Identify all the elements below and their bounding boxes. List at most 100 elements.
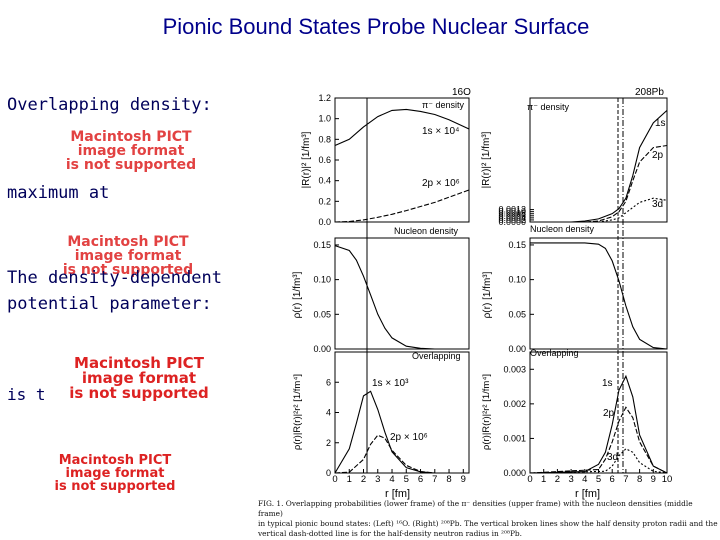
ylabel-left-top: |R(r)|² [1/fm³] [301, 131, 312, 188]
y-tick-label: 0.2 [318, 196, 331, 206]
y-tick-label: 0.15 [508, 240, 526, 250]
x-tick-label: 0 [527, 474, 532, 485]
caption-line-1: FIG. 1. Overlapping probabilities (lower… [258, 499, 693, 518]
x-tick-label: 10 [662, 474, 673, 485]
y-tick-label: 0.0006 [498, 211, 526, 221]
ylabel-right-middle: ρ(r) [1/fm³] [482, 271, 493, 318]
y-tick-label: 0.0012 [498, 205, 526, 215]
overlapping-density-label: Overlapping density: [7, 95, 212, 115]
left-overlapping-title: Overlapping [412, 351, 461, 361]
pict-placeholder-2: Macintosh PICT image format is not support… [62, 234, 194, 278]
x-tick-label: 4 [389, 474, 394, 485]
y-tick-label: 0.0008 [498, 209, 526, 219]
right-nucleus-label: 208Pb [635, 87, 664, 98]
x-axis-label-right: r [fm] [575, 488, 600, 500]
series-line [334, 434, 435, 474]
frame-right-top [529, 97, 668, 223]
ylabel-right-top: |R(r)|² [1/fm³] [481, 131, 492, 188]
x-tick-label: 8 [446, 474, 451, 485]
series-line [529, 448, 668, 474]
y-tick-label: 0.000 [503, 468, 526, 478]
right-nucleon-density-title: Nucleon density [530, 224, 595, 234]
y-tick-label: 0.10 [313, 275, 331, 285]
annot-right-top-2p: 2p [652, 150, 664, 161]
left-pi-density-title: π⁻ density [422, 100, 464, 110]
frame-left-bottom [334, 351, 470, 474]
y-tick-label: 4 [326, 408, 331, 418]
pict-placeholder-1: Macintosh PICT image format is not support… [65, 129, 197, 173]
param-line-1: The density-dependent [7, 268, 222, 288]
y-tick-label: 0.0 [318, 217, 331, 227]
annot-left-top-1s: 1s × 10⁴ [422, 126, 459, 137]
series-line [530, 197, 668, 223]
annot-left-bot-1s: 1s × 10³ [372, 378, 409, 389]
x-tick-label: 1 [347, 474, 352, 485]
y-tick-label: 1.2 [318, 93, 331, 103]
x-tick-label: 9 [651, 474, 656, 485]
x-tick-label: 3 [568, 474, 573, 485]
y-tick-label: 2 [326, 438, 331, 448]
series-line [334, 108, 470, 147]
x-tick-label: 5 [596, 474, 601, 485]
x-tick-label: 7 [623, 474, 628, 485]
y-tick-label: 0.15 [313, 240, 331, 250]
figure-caption: FIG. 1. Overlapping probabilities (lower… [258, 499, 718, 539]
y-tick-label: 1.0 [318, 114, 331, 124]
pict-placeholder-3: Macintosh PICT image format is not support… [69, 354, 209, 402]
y-tick-label: 0.003 [503, 364, 526, 374]
x-tick-label: 7 [432, 474, 437, 485]
pict-placeholder-4: Macintosh PICT image format is not support… [54, 453, 176, 494]
y-tick-label: 0.0010 [498, 207, 526, 217]
y-tick-label: 0 [326, 468, 331, 478]
series-line [530, 144, 668, 223]
series-line [530, 242, 668, 350]
y-tick-label: 0.8 [318, 134, 331, 144]
x-tick-label: 5 [404, 474, 409, 485]
series-line [334, 245, 464, 350]
x-axis-label-left: r [fm] [385, 488, 410, 500]
annot-right-top-1s: 1s [655, 118, 666, 129]
ylabel-left-bottom: ρ(r)|R(r)|²r² [1/fm⁴] [292, 374, 303, 450]
y-tick-label: 0.002 [503, 399, 526, 409]
caption-line-3: vertical dash-dotted line is for the hal… [258, 529, 522, 538]
y-tick-label: 0.05 [508, 309, 526, 319]
x-tick-label: 9 [461, 474, 466, 485]
annot-right-bot-2p: 2p [603, 408, 615, 419]
annot-left-top-2p: 2p × 10⁶ [422, 178, 460, 189]
y-tick-label: 0.6 [318, 155, 331, 165]
param-line-2: potential parameter: [7, 294, 212, 314]
y-tick-label: 0.05 [313, 309, 331, 319]
series-line [334, 189, 470, 223]
maximum-at-label: maximum at [7, 183, 110, 203]
frame-left-top [334, 97, 470, 223]
ylabel-right-bottom: ρ(r)|R(r)|²r² [1/fm⁴] [481, 374, 492, 450]
y-tick-label: 0.001 [503, 433, 526, 443]
series-line [334, 390, 435, 474]
y-tick-label: 0.10 [508, 275, 526, 285]
right-overlapping-title: Overlapping [530, 348, 579, 358]
ylabel-left-middle: ρ(r) [1/fm³] [292, 271, 303, 318]
x-tick-label: 1 [541, 474, 546, 485]
annot-left-bot-2p: 2p × 10⁶ [390, 432, 428, 443]
annot-right-top-3d: 3d [652, 199, 663, 210]
left-nucleus-label: 16O [452, 87, 471, 98]
x-tick-label: 4 [582, 474, 587, 485]
x-tick-label: 3 [375, 474, 380, 485]
y-tick-label: 0.0000 [498, 217, 526, 227]
series-line [530, 109, 668, 223]
annot-right-bot-1s: 1s [602, 378, 613, 389]
right-pi-density-title: π⁻ density [527, 102, 569, 112]
caption-line-2: in typical pionic bound states: (Left) ¹… [258, 519, 718, 528]
series-line [529, 406, 668, 474]
x-tick-label: 0 [332, 474, 337, 485]
series-line [529, 374, 668, 474]
frame-left-middle [334, 237, 470, 350]
frame-right-middle [529, 237, 668, 350]
y-tick-label: 0.00 [313, 344, 331, 354]
y-tick-label: 0.4 [318, 176, 331, 186]
y-tick-label: 6 [326, 377, 331, 387]
left-nucleon-density-title: Nucleon density [394, 226, 459, 236]
annot-right-bot-3d: 3d [607, 452, 618, 463]
is-prefix-text: is t [7, 385, 46, 404]
